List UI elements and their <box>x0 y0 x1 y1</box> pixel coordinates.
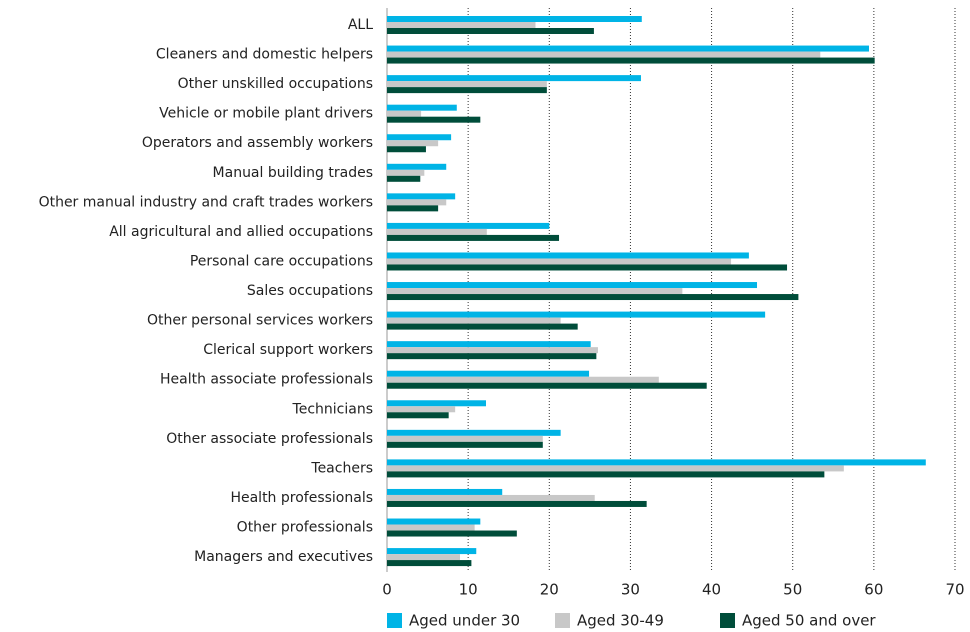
bar <box>387 341 591 348</box>
bar <box>387 294 799 301</box>
category-label: Sales occupations <box>247 283 373 299</box>
category-label: Health professionals <box>230 490 373 506</box>
bar <box>387 163 447 170</box>
bar <box>387 199 447 206</box>
category-label: Clerical support workers <box>203 342 373 358</box>
bar <box>387 81 547 88</box>
x-tick-label: 10 <box>459 581 478 599</box>
bar <box>387 347 598 354</box>
x-tick-label: 50 <box>783 581 802 599</box>
category-label: Other personal services workers <box>147 313 373 329</box>
bar <box>387 376 659 383</box>
bar <box>387 429 561 436</box>
category-label: Managers and executives <box>194 549 373 565</box>
bar <box>387 134 452 141</box>
bar <box>387 282 758 289</box>
bar <box>387 382 707 389</box>
bar <box>387 500 647 507</box>
bar <box>387 435 543 442</box>
category-label: Other manual industry and craft trades w… <box>39 194 373 210</box>
bar <box>387 406 456 413</box>
bar <box>387 234 560 241</box>
bar <box>387 524 475 531</box>
x-tick-label: 40 <box>702 581 721 599</box>
bar <box>387 146 426 153</box>
category-label: Operators and assembly workers <box>142 135 373 151</box>
bar <box>387 323 578 330</box>
bar <box>387 193 456 200</box>
bar <box>387 488 503 495</box>
bar <box>387 87 547 94</box>
category-label: Personal care occupations <box>190 253 373 269</box>
bar <box>387 75 641 82</box>
x-tick-label: 0 <box>382 581 392 599</box>
bar <box>387 465 844 472</box>
bar <box>387 169 425 176</box>
bar <box>387 317 561 324</box>
bar <box>387 554 461 561</box>
legend-label: Aged 30-49 <box>577 612 664 630</box>
bar <box>387 57 875 64</box>
bar <box>387 252 749 259</box>
x-tick-label: 70 <box>945 581 964 599</box>
bar <box>387 205 439 212</box>
category-label: Other professionals <box>237 520 373 536</box>
bar <box>387 441 543 448</box>
legend-label: Aged 50 and over <box>742 612 876 630</box>
bar <box>387 530 517 537</box>
bar <box>387 140 439 147</box>
bar <box>387 104 457 111</box>
x-tick-label: 60 <box>864 581 883 599</box>
bar <box>387 16 642 22</box>
bar <box>387 45 869 52</box>
bar <box>387 412 449 419</box>
bar <box>387 22 536 28</box>
category-label: Cleaners and domestic helpers <box>156 47 373 63</box>
bar <box>387 175 421 182</box>
bar <box>387 51 821 58</box>
bar <box>387 288 683 295</box>
category-label: Technicians <box>292 401 373 417</box>
bar <box>387 548 477 555</box>
bar <box>387 264 788 271</box>
legend-swatch <box>387 613 402 628</box>
x-tick-label: 30 <box>621 581 640 599</box>
category-label: Health associate professionals <box>160 372 373 388</box>
bar <box>387 560 472 567</box>
bar <box>387 518 481 525</box>
legend-label: Aged under 30 <box>409 612 520 630</box>
category-label: Teachers <box>310 460 373 476</box>
bar <box>387 110 422 117</box>
category-label: Other associate professionals <box>166 431 373 447</box>
bar <box>387 400 486 407</box>
category-label: ALL <box>348 17 373 33</box>
bar <box>387 116 481 123</box>
category-label: Other unskilled occupations <box>178 76 373 92</box>
category-label: Manual building trades <box>213 165 373 181</box>
bar <box>387 222 550 229</box>
bar <box>387 459 926 466</box>
bar <box>387 28 594 34</box>
legend-swatch <box>555 613 570 628</box>
bar <box>387 494 595 501</box>
bar <box>387 228 487 235</box>
x-tick-label: 20 <box>540 581 559 599</box>
legend-swatch <box>720 613 735 628</box>
category-label: All agricultural and allied occupations <box>109 224 373 240</box>
bar <box>387 258 732 265</box>
category-label: Vehicle or mobile plant drivers <box>159 106 373 122</box>
bar <box>387 353 597 360</box>
bar <box>387 311 766 318</box>
bar <box>387 370 590 377</box>
bar <box>387 471 825 478</box>
